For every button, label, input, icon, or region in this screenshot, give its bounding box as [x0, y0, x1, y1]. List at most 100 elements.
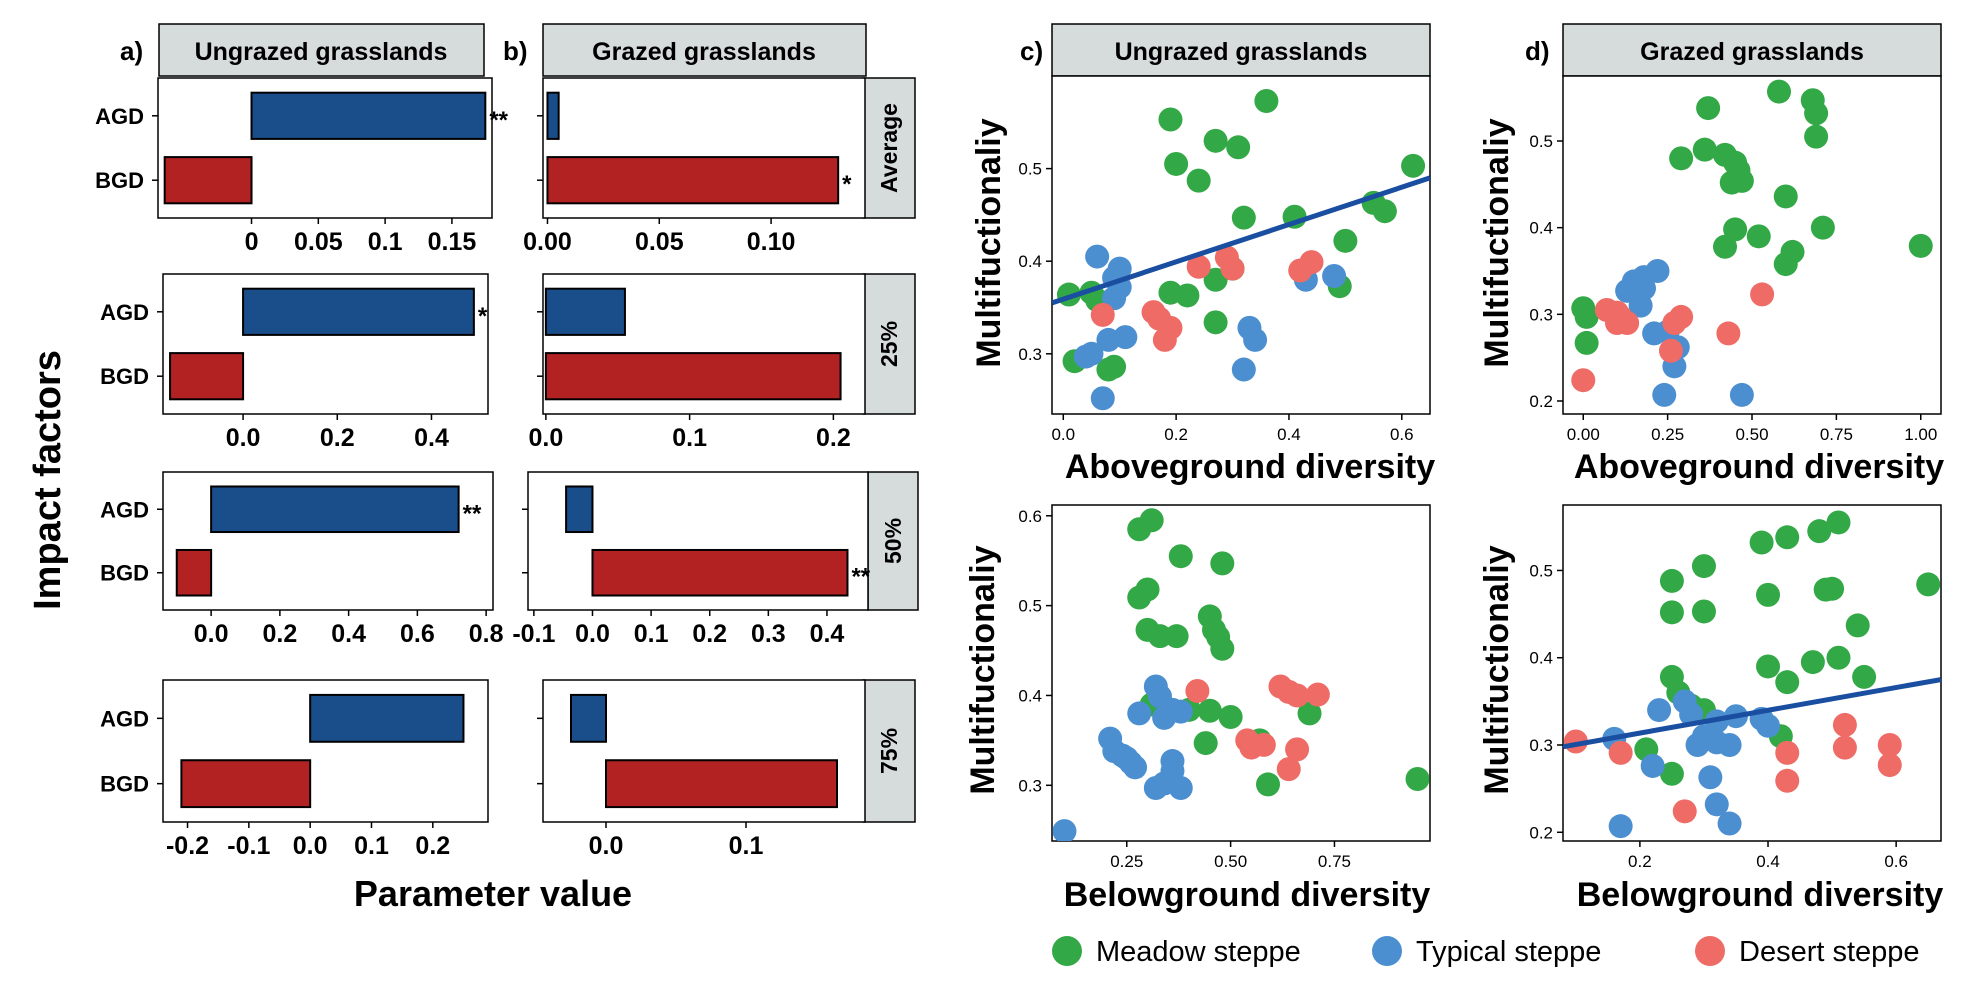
data-point-desert-steppe — [1090, 302, 1115, 327]
c-bottom-x-title: Belowground diversity — [1064, 876, 1431, 914]
x-tick-label: 0.50 — [1735, 425, 1768, 444]
bar-agd — [570, 693, 607, 743]
x-tick-label: 0.15 — [428, 228, 477, 256]
data-point-typical-steppe — [1645, 259, 1670, 283]
data-point-meadow-steppe — [1749, 530, 1774, 555]
row-strip-average: Average — [862, 77, 916, 219]
x-tick-label: 0.0 — [194, 620, 229, 648]
strip-c-label: Ungrazed grasslands — [1115, 38, 1368, 66]
y-tick-label: 0.5 — [1529, 132, 1553, 151]
x-tick-label: 0.2 — [320, 424, 355, 452]
data-point-desert-steppe — [1251, 732, 1276, 757]
bar-panel-a-2: AGD * BGD 0.0 0.2 0.4 — [100, 273, 489, 452]
data-point-typical-steppe — [1152, 705, 1177, 730]
data-point-meadow-steppe — [1746, 224, 1771, 249]
c-top-y-title: Multifuctionaliy — [970, 118, 1008, 367]
x-tick-label: -0.1 — [227, 832, 270, 860]
data-point-meadow-steppe — [1218, 705, 1243, 730]
data-point-meadow-steppe — [1713, 234, 1737, 259]
y-tick-label: 0.3 — [1529, 305, 1553, 324]
x-tick-label: 0.05 — [635, 228, 684, 256]
significance-label: * — [478, 303, 488, 330]
data-point-meadow-steppe — [1659, 761, 1684, 786]
data-point-desert-steppe — [1305, 682, 1330, 707]
data-point-typical-steppe — [1052, 819, 1077, 841]
bar-bgd — [544, 352, 842, 401]
bar-panel-b-7: 0.0 0.1 — [537, 679, 866, 860]
regression-line — [1052, 175, 1430, 306]
data-point-meadow-steppe — [1372, 199, 1397, 224]
d-top-y-title: Multifuctionaliy — [1478, 118, 1516, 367]
data-point-meadow-steppe — [1186, 168, 1211, 193]
d-top-x-title: Aboveground diversity — [1574, 448, 1944, 486]
data-point-typical-steppe — [1127, 701, 1152, 726]
data-point-typical-steppe — [1322, 264, 1347, 289]
c-top-x-title: Aboveground diversity — [1065, 448, 1435, 486]
data-point-typical-steppe — [1231, 357, 1256, 382]
strip-d — [1562, 23, 1942, 77]
x-tick-label: 0.00 — [1567, 425, 1600, 444]
row-strip-50: 50% — [867, 471, 919, 611]
data-point-desert-steppe — [1877, 753, 1902, 778]
charts: AGD ** BGD 0 0.05 0.1 0.15 * 0.00 0.05 0.10 AGD * BGD… — [95, 75, 1942, 871]
data-point-typical-steppe — [1143, 775, 1168, 800]
legend-dot-desert — [1695, 936, 1725, 966]
data-point-meadow-steppe — [1826, 510, 1851, 535]
data-point-meadow-steppe — [1659, 568, 1684, 593]
y-tick-label: 0.4 — [1018, 252, 1042, 271]
panel-letter-b: b) — [503, 36, 528, 66]
x-tick-label: -0.1 — [512, 620, 555, 648]
data-point-typical-steppe — [1652, 382, 1677, 407]
d-bottom-x-title: Belowground diversity — [1577, 876, 1944, 914]
x-tick-label: 0.0 — [589, 832, 624, 860]
data-point-desert-steppe — [1750, 282, 1775, 307]
x-tick-label: 0.50 — [1214, 852, 1247, 871]
data-point-desert-steppe — [1571, 368, 1596, 393]
data-point-meadow-steppe — [1297, 701, 1322, 726]
y-tick-label: 0.2 — [1529, 823, 1553, 842]
data-point-desert-steppe — [1669, 304, 1694, 329]
points-layer — [1571, 79, 1933, 407]
bar-agd — [210, 485, 460, 534]
y-tick-label: 0.2 — [1529, 392, 1553, 411]
bar-agd — [309, 693, 465, 743]
data-point-typical-steppe — [1608, 814, 1633, 839]
data-point-meadow-steppe — [1210, 636, 1235, 661]
data-point-meadow-steppe — [1773, 184, 1798, 209]
x-tick-label: 0.6 — [400, 620, 435, 648]
x-tick-label: 0.4 — [1277, 425, 1301, 444]
bar-agd — [250, 91, 487, 140]
data-point-typical-steppe — [1698, 765, 1723, 790]
bar-agd — [565, 485, 594, 534]
data-point-meadow-steppe — [1405, 767, 1430, 792]
data-point-desert-steppe — [1299, 250, 1324, 275]
data-point-desert-steppe — [1615, 311, 1640, 335]
significance-label: ** — [489, 107, 508, 134]
data-point-meadow-steppe — [1193, 731, 1218, 756]
data-point-desert-steppe — [1775, 740, 1800, 765]
panel-letter-a: a) — [120, 36, 143, 66]
data-point-meadow-steppe — [1203, 310, 1228, 335]
bar-agd — [546, 91, 560, 140]
x-tick-label: -0.2 — [166, 832, 209, 860]
strip-b-label: Grazed grasslands — [592, 38, 816, 66]
x-tick-label: 0.6 — [1390, 425, 1414, 444]
panel-frame — [1562, 504, 1942, 842]
data-point-meadow-steppe — [1691, 554, 1716, 579]
y-tick-label: 0.3 — [1529, 736, 1553, 755]
data-point-typical-steppe — [1647, 698, 1672, 723]
bar-bgd — [180, 759, 312, 809]
x-tick-label: 1.00 — [1904, 425, 1937, 444]
data-point-meadow-steppe — [1696, 96, 1721, 121]
points-layer — [1563, 510, 1941, 839]
data-point-typical-steppe — [1628, 293, 1653, 318]
significance-label: ** — [463, 500, 482, 527]
x-tick-label: 0.4 — [810, 620, 845, 648]
data-point-meadow-steppe — [1729, 168, 1754, 193]
data-point-desert-steppe — [1152, 327, 1177, 352]
bar-bgd — [605, 759, 838, 809]
data-point-typical-steppe — [1243, 327, 1268, 352]
row-strip-average-label: Average — [876, 103, 902, 193]
data-point-meadow-steppe — [1800, 650, 1825, 675]
data-point-meadow-steppe — [1102, 354, 1127, 379]
